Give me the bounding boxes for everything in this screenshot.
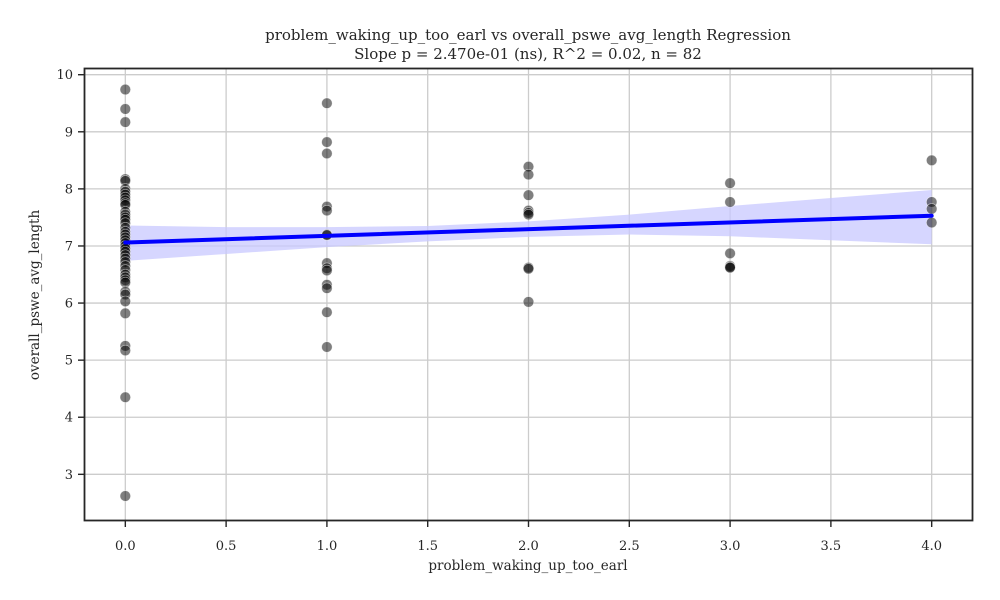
data-point (926, 154, 938, 166)
x-tick-label: 0.0 (115, 539, 136, 554)
x-tick-label: 1.0 (317, 539, 338, 554)
confidence-band (125, 190, 932, 261)
data-point (119, 116, 131, 128)
y-tick-label: 10 (56, 68, 73, 83)
x-tick-label: 3.5 (821, 539, 842, 554)
chart-title: problem_waking_up_too_earl vs overall_ps… (265, 26, 791, 44)
x-tick-label: 1.5 (417, 539, 438, 554)
scatter-points (119, 83, 938, 502)
y-axis-ticks: 3 4 5 6 7 8 9 10 (56, 68, 84, 483)
regression-line (123, 213, 934, 245)
x-tick-label: 0.5 (216, 539, 237, 554)
y-tick-label: 4 (65, 411, 73, 426)
data-point (321, 264, 333, 277)
x-tick-label: 2.5 (619, 539, 640, 554)
x-axis-label: problem_waking_up_too_earl (428, 558, 627, 574)
data-point (119, 83, 131, 96)
x-tick-label: 4.0 (921, 539, 942, 554)
data-point (522, 189, 535, 201)
y-tick-label: 3 (65, 468, 73, 483)
data-point (321, 282, 333, 294)
data-point (926, 203, 938, 215)
y-tick-label: 6 (65, 297, 73, 312)
data-point (119, 490, 131, 502)
x-tick-label: 2.0 (518, 539, 539, 554)
x-axis-ticks: 0.0 0.5 1.0 1.5 2.0 2.5 3.0 3.5 4.0 (115, 521, 942, 554)
data-point (522, 169, 535, 181)
plot-frame (83, 67, 974, 522)
confidence-band-group (125, 190, 932, 261)
chart-subtitle: Slope p = 2.470e-01 (ns), R^2 = 0.02, n … (354, 45, 702, 63)
data-point (321, 341, 333, 353)
data-point (522, 296, 535, 308)
data-point (522, 263, 535, 275)
data-point (724, 247, 736, 259)
data-point (321, 306, 333, 318)
y-tick-label: 5 (65, 354, 73, 369)
data-point (119, 103, 131, 115)
data-point (321, 136, 333, 148)
x-tick-label: 3.0 (720, 539, 741, 554)
data-point (119, 295, 131, 307)
data-point (724, 262, 736, 274)
data-point (724, 196, 736, 208)
data-point (119, 344, 131, 357)
y-tick-label: 8 (65, 182, 73, 197)
regression-line-group (123, 213, 934, 245)
data-point (522, 208, 535, 221)
data-point (926, 216, 938, 229)
data-point (119, 307, 131, 319)
data-point (119, 391, 131, 403)
data-point (321, 204, 333, 217)
grid-lines (85, 69, 972, 520)
y-tick-label: 9 (65, 125, 73, 140)
data-point (724, 177, 736, 189)
y-tick-label: 7 (65, 239, 73, 254)
data-point (321, 97, 333, 109)
data-point (321, 147, 333, 160)
y-axis-label: overall_pswe_avg_length (27, 210, 43, 381)
